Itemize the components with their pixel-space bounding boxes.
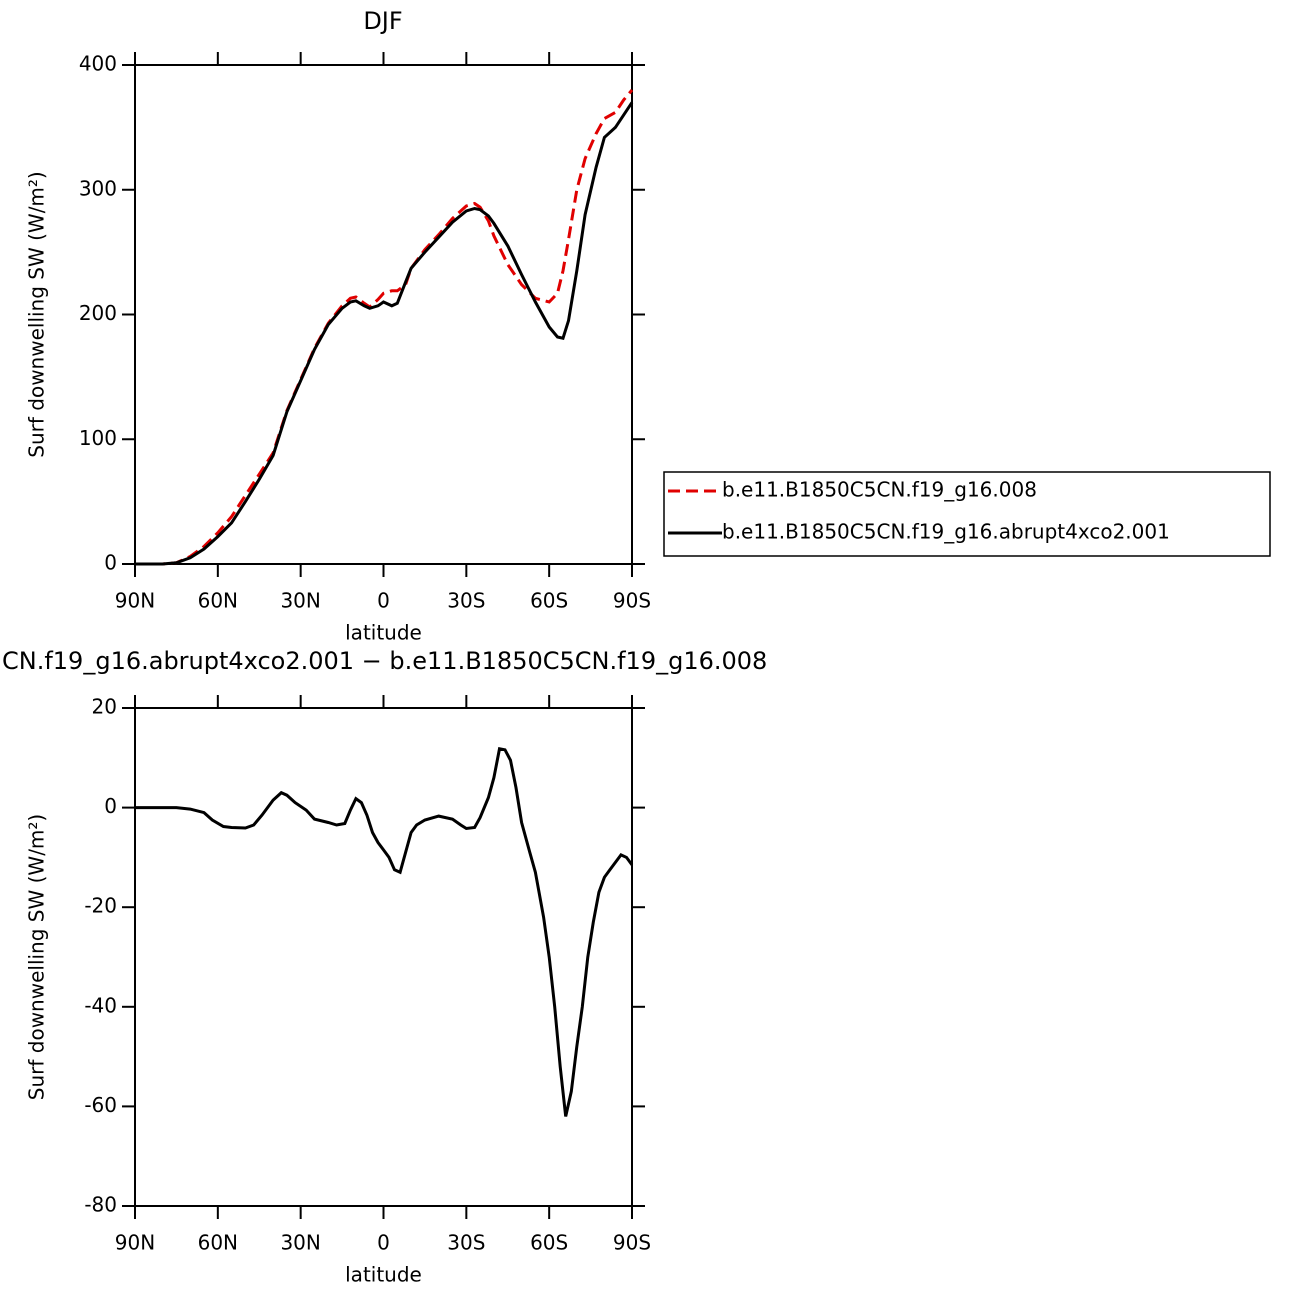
x-tick-label: 0	[377, 1231, 390, 1255]
y-tick-label: 0	[104, 794, 117, 818]
y-tick-label: -80	[84, 1193, 117, 1217]
plot-frame	[134, 707, 633, 1207]
y-tick-label: 300	[79, 176, 117, 200]
y-tick-label: -40	[84, 993, 117, 1017]
y-axis-label: Surf downwelling SW (W/m²)	[25, 171, 49, 457]
data-line	[135, 89, 634, 566]
x-tick-label: 30N	[280, 589, 320, 613]
x-tick-label: 60S	[530, 589, 568, 613]
x-tick-label: 90S	[613, 589, 651, 613]
x-tick-label: 30N	[280, 1231, 320, 1255]
y-tick-label: 200	[79, 301, 117, 325]
y-tick-label: 20	[92, 695, 117, 719]
data-line	[135, 101, 634, 566]
y-tick-label: 0	[104, 551, 117, 575]
legend-box	[663, 471, 1271, 557]
legend-label: b.e11.B1850C5CN.f19_g16.abrupt4xco2.001	[722, 520, 1170, 544]
y-tick-label: 400	[79, 52, 117, 76]
x-tick-label: 30S	[447, 1231, 485, 1255]
legend-label: b.e11.B1850C5CN.f19_g16.008	[722, 478, 1037, 502]
x-axis-label: latitude	[345, 621, 422, 645]
x-tick-label: 30S	[447, 589, 485, 613]
y-tick-label: -60	[84, 1093, 117, 1117]
y-tick-label: -20	[84, 894, 117, 918]
y-tick-label: 100	[79, 426, 117, 450]
x-tick-label: 60N	[198, 589, 238, 613]
x-tick-label: 90N	[115, 1231, 155, 1255]
x-tick-label: 90N	[115, 589, 155, 613]
x-tick-label: 60N	[198, 1231, 238, 1255]
x-tick-label: 0	[377, 589, 390, 613]
chart-title: CN.f19_g16.abrupt4xco2.001 − b.e11.B1850…	[2, 647, 767, 675]
y-axis-label: Surf downwelling SW (W/m²)	[25, 814, 49, 1100]
chart-title: DJF	[363, 7, 402, 35]
data-line	[135, 747, 634, 1117]
x-axis-label: latitude	[345, 1263, 422, 1287]
x-tick-label: 90S	[613, 1231, 651, 1255]
x-tick-label: 60S	[530, 1231, 568, 1255]
plot-frame	[134, 64, 633, 565]
